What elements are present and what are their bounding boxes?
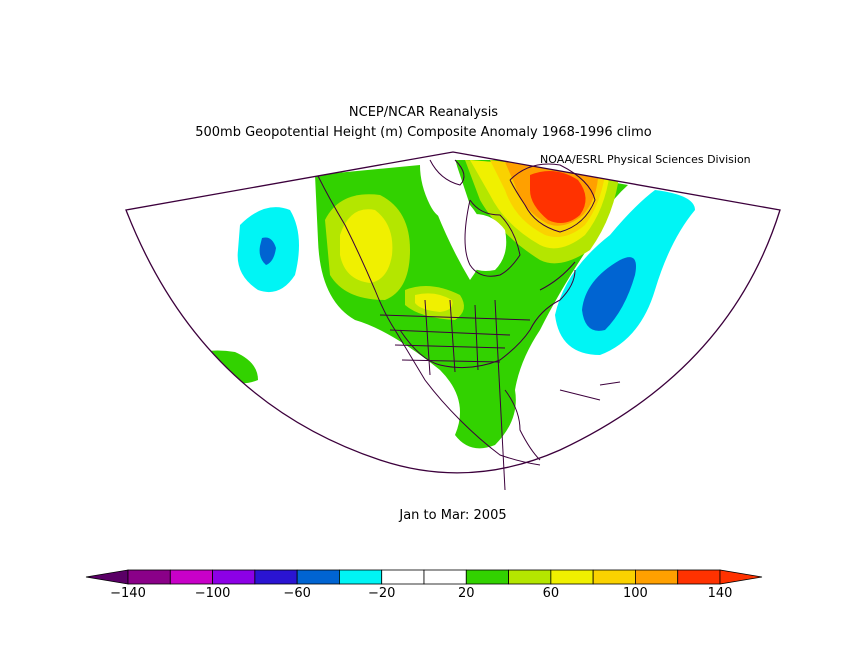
positive-anomaly-greenland-red <box>530 171 586 224</box>
period-label: Jan to Mar: 2005 <box>399 508 507 523</box>
colorbar-box <box>592 569 636 585</box>
colorbar-tick-label: 140 <box>707 586 733 601</box>
colorbar-arrow-low <box>85 569 129 585</box>
colorbar-arrow-high <box>719 569 763 585</box>
colorbar-box <box>508 569 552 585</box>
map-title: NCEP/NCAR Reanalysis <box>348 105 499 120</box>
colorbar-box <box>127 569 171 585</box>
colorbar-box <box>254 569 298 585</box>
coastlines <box>317 159 621 466</box>
colorbar-box <box>465 569 509 585</box>
negative-anomaly-atlantic-blue <box>582 257 636 331</box>
anomaly-shading <box>190 158 695 449</box>
positive-anomaly-yellow-central <box>415 293 453 312</box>
colorbar-tick-label: −140 <box>110 586 146 601</box>
colorbar-box <box>550 569 594 585</box>
near-zero-arctic <box>420 158 460 219</box>
colorbar-box <box>212 569 256 585</box>
colorbar-tick-label: 100 <box>623 586 648 601</box>
near-zero-hudson <box>459 214 507 271</box>
negative-anomaly-pacific-blue <box>259 237 276 265</box>
credit-label: NOAA/ESRL Physical Sciences Division <box>540 153 751 166</box>
positive-anomaly-yellow-west <box>340 209 393 283</box>
colorbar-tick-label: −20 <box>367 586 396 601</box>
colorbar-box <box>339 569 383 585</box>
map-domain-outline <box>125 151 781 474</box>
colorbar-box <box>423 569 467 585</box>
colorbar-tick-label: −60 <box>283 586 311 601</box>
colorbar-tick-label: −100 <box>194 586 231 601</box>
colorbar-box <box>635 569 679 585</box>
map-subtitle: 500mb Geopotential Height (m) Composite … <box>195 125 652 140</box>
colorbar-tick-label: 60 <box>542 586 560 601</box>
colorbar-box <box>169 569 213 585</box>
colorbar-box <box>381 569 425 585</box>
political-boundaries <box>379 299 531 491</box>
colorbar-box <box>677 569 721 585</box>
colorbar-box <box>296 569 340 585</box>
colorbar-tick-label: 20 <box>458 586 475 601</box>
